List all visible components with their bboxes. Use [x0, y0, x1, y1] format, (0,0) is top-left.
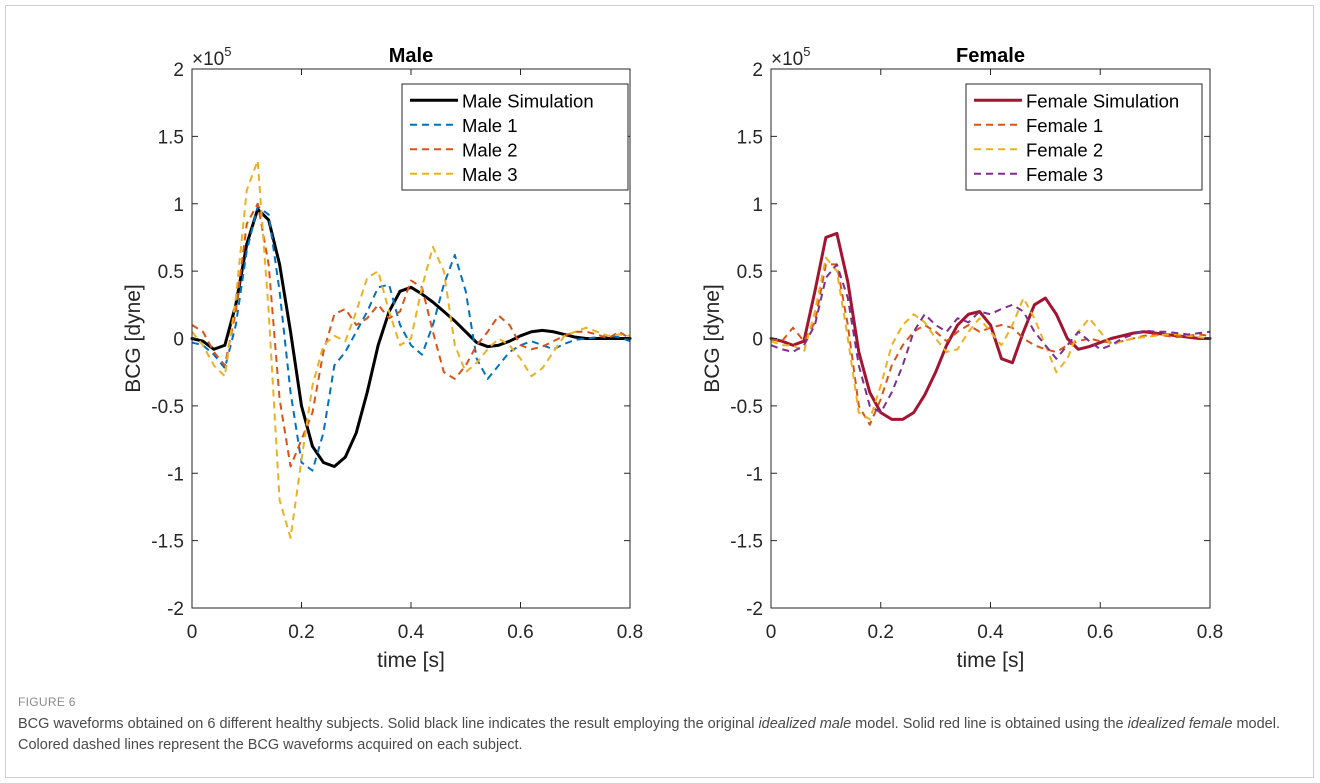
male-y-axis-label: BCG [dyne] — [122, 284, 145, 393]
female-x-axis-label: time [s] — [957, 649, 1025, 672]
female-ytick-label: -2 — [746, 599, 763, 620]
female-legend-label-female-simulation: Female Simulation — [1026, 90, 1179, 111]
female-series-female-3 — [770, 263, 1211, 414]
figure-caption: BCG waveforms obtained on 6 different he… — [18, 714, 1303, 756]
male-x-axis-label: time [s] — [377, 649, 445, 672]
female-series-female-2 — [770, 256, 1211, 421]
male-xtick-label: 0.2 — [288, 622, 314, 643]
male-ytick-label: -1.5 — [151, 532, 184, 553]
female-xtick-label: 0.6 — [1087, 622, 1113, 643]
caption-part-1: BCG waveforms obtained on 6 different he… — [18, 716, 759, 732]
female-ytick-label: 0 — [752, 330, 763, 351]
female-xtick-label: 0 — [766, 622, 777, 643]
male-ytick-label: 1 — [173, 195, 184, 216]
female-ytick-label: -1.5 — [730, 532, 763, 553]
male-ytick-label: -2 — [167, 599, 184, 620]
male-chart-title: Male — [389, 45, 433, 67]
female-xtick-label: 0.2 — [868, 622, 894, 643]
female-ytick-label: 1 — [752, 195, 763, 216]
female-ytick-label: -0.5 — [730, 397, 763, 418]
male-series-male-3 — [191, 159, 631, 539]
female-ytick-label: 1.5 — [737, 127, 763, 148]
caption-part-2: idealized male — [758, 716, 852, 732]
male-legend-label-male-simulation: Male Simulation — [462, 90, 594, 111]
figure-label: FIGURE 6 — [18, 695, 76, 709]
female-ytick-label: 0.5 — [737, 262, 763, 283]
female-series-female-1 — [770, 263, 1211, 426]
male-legend-label-male-1: Male 1 — [462, 115, 518, 136]
caption-part-3: model. Solid red line is obtained using … — [851, 716, 1128, 732]
male-series-male-2 — [191, 202, 631, 468]
male-legend-label-male-2: Male 2 — [462, 139, 518, 160]
female-exponent-value: 5 — [803, 44, 810, 59]
female-y-axis-label: BCG [dyne] — [701, 284, 724, 393]
figure-charts: 0 0.2 0.4 0.6 0.8 -2 -1.5 -1 -0.5 0 0.5 1 1.5 2 ×105 Ma… — [122, 44, 1223, 672]
female-ytick-label: -1 — [746, 464, 763, 485]
caption-part-5: model. Colored dashed lines represent th… — [18, 716, 1280, 753]
male-series-male-simulation — [190, 207, 632, 469]
female-legend-label-female-1: Female 1 — [1026, 115, 1103, 136]
female-xtick-label: 0.8 — [1197, 622, 1223, 643]
male-ytick-label: 0 — [173, 330, 184, 351]
male-ytick-label: 2 — [173, 60, 184, 81]
male-ytick-label: 0.5 — [158, 262, 184, 283]
female-exponent-label: ×105 — [771, 44, 810, 70]
male-ytick-label: -0.5 — [151, 397, 184, 418]
female-ytick-label: 2 — [752, 60, 763, 81]
male-legend-label-male-3: Male 3 — [462, 164, 518, 185]
female-xtick-label: 0.4 — [977, 622, 1004, 643]
male-exponent-label: ×105 — [192, 44, 231, 70]
male-xtick-label: 0.8 — [617, 622, 643, 643]
male-xtick-label: 0 — [187, 622, 198, 643]
male-ytick-label: -1 — [167, 464, 184, 485]
caption-part-4: idealized female — [1127, 716, 1233, 732]
male-xtick-label: 0.6 — [507, 622, 533, 643]
male-xtick-label: 0.4 — [398, 622, 425, 643]
male-exponent-value: 5 — [224, 44, 231, 59]
female-legend-label-female-2: Female 2 — [1026, 139, 1103, 160]
male-ytick-label: 1.5 — [158, 127, 184, 148]
female-legend-label-female-3: Female 3 — [1026, 164, 1103, 185]
female-chart-title: Female — [956, 45, 1025, 67]
